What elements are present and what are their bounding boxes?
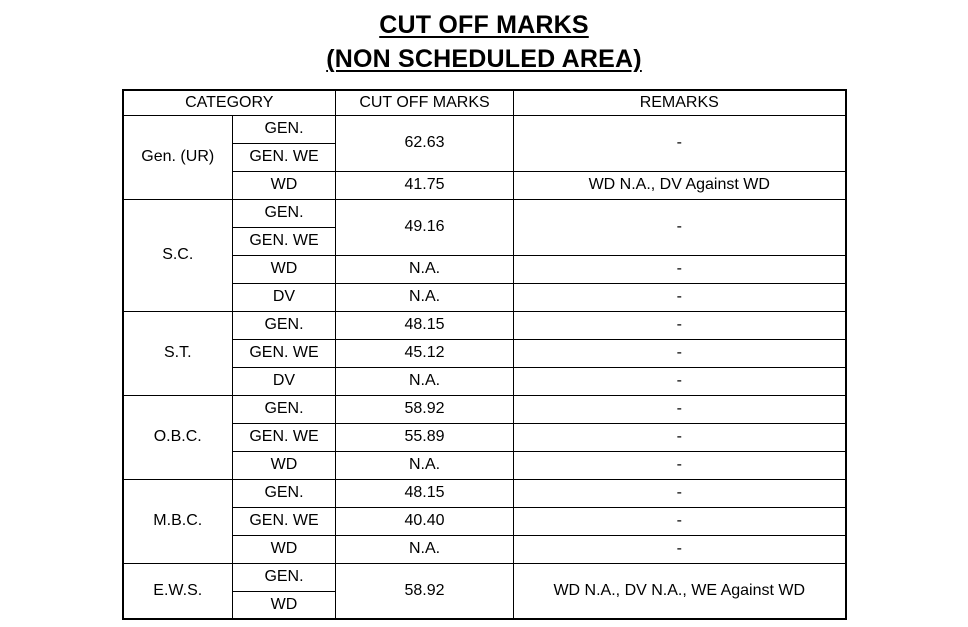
table-row: GEN. WE 40.40 - — [123, 506, 846, 536]
cutoff-cell: 45.12 — [335, 338, 514, 368]
table-row: GEN. WE — [123, 226, 846, 256]
subcategory-cell: GEN. WE — [232, 422, 336, 452]
remarks-cell: - — [513, 506, 846, 536]
remarks-cell: - — [513, 422, 846, 452]
cutoff-cell: 41.75 — [335, 170, 514, 200]
cutoff-cell: 55.89 — [335, 422, 514, 452]
category-cell: O.B.C. — [122, 394, 233, 480]
cutoff-cell: N.A. — [335, 282, 514, 312]
remarks-cell: - — [513, 338, 846, 368]
cutoff-cell: N.A. — [335, 450, 514, 480]
cutoff-cell: 49.16 — [335, 198, 514, 256]
remarks-cell: - — [513, 310, 846, 340]
cutoff-marks-table: CATEGORY CUT OFF MARKS REMARKS Gen. (UR)… — [121, 89, 847, 620]
cutoff-cell: 48.15 — [335, 478, 514, 508]
remarks-cell: WD N.A., DV N.A., WE Against WD — [513, 562, 846, 620]
cutoff-cell: 62.63 — [335, 114, 514, 172]
category-cell: S.T. — [122, 310, 233, 396]
subcategory-cell: GEN. — [232, 562, 336, 592]
cutoff-cell: 48.15 — [335, 310, 514, 340]
table-row: WD — [123, 590, 846, 620]
cutoff-cell: N.A. — [335, 366, 514, 396]
table-row: GEN. WE — [123, 142, 846, 172]
cutoff-cell: 58.92 — [335, 394, 514, 424]
table-row: S.T. GEN. 48.15 - — [122, 310, 846, 396]
remarks-cell: - — [513, 198, 846, 256]
subcategory-cell: GEN. — [232, 394, 336, 424]
remarks-cell: - — [513, 114, 846, 172]
remarks-cell: - — [513, 450, 846, 480]
subcategory-cell: WD — [232, 590, 336, 620]
remarks-cell: - — [513, 394, 846, 424]
table-row: Gen. (UR) GEN. 62.63 - — [122, 114, 846, 200]
category-cell: M.B.C. — [122, 478, 233, 564]
category-cell: S.C. — [122, 198, 233, 312]
cutoff-cell: 40.40 — [335, 506, 514, 536]
table-row: E.W.S. GEN. 58.92 WD N.A., DV N.A., WE A… — [122, 562, 846, 620]
column-header-cutoff: CUT OFF MARKS — [335, 89, 514, 116]
remarks-cell: WD N.A., DV Against WD — [513, 170, 846, 200]
subcategory-cell: GEN. — [232, 310, 336, 340]
subcategory-cell: WD — [232, 534, 336, 564]
subcategory-cell: GEN. — [232, 198, 336, 228]
subcategory-cell: GEN. — [232, 114, 336, 144]
table-row: S.C. GEN. 49.16 - — [122, 198, 846, 312]
cutoff-cell: 58.92 — [335, 562, 514, 620]
subcategory-cell: GEN. WE — [232, 338, 336, 368]
cutoff-cell: N.A. — [335, 254, 514, 284]
category-cell: Gen. (UR) — [122, 114, 233, 200]
subcategory-cell: GEN. WE — [232, 506, 336, 536]
table-row: WD 41.75 WD N.A., DV Against WD — [123, 170, 846, 200]
subcategory-cell: DV — [232, 282, 336, 312]
subcategory-cell: GEN. WE — [232, 142, 336, 172]
table-row: WD N.A. - — [123, 450, 846, 480]
subcategory-cell: WD — [232, 450, 336, 480]
column-header-remarks: REMARKS — [513, 89, 846, 116]
remarks-cell: - — [513, 478, 846, 508]
subcategory-cell: WD — [232, 254, 336, 284]
remarks-cell: - — [513, 534, 846, 564]
category-cell: E.W.S. — [122, 562, 233, 620]
table-row: WD N.A. - — [123, 254, 846, 284]
cutoff-cell: N.A. — [335, 534, 514, 564]
header-row: CATEGORY CUT OFF MARKS REMARKS — [122, 89, 846, 116]
remarks-cell: - — [513, 282, 846, 312]
table-row: M.B.C. GEN. 48.15 - — [122, 478, 846, 564]
table-row: DV N.A. - — [123, 366, 846, 396]
subcategory-cell: GEN. WE — [232, 226, 336, 256]
remarks-cell: - — [513, 366, 846, 396]
remarks-cell: - — [513, 254, 846, 284]
table-row: WD N.A. - — [123, 534, 846, 564]
page-title: CUT OFF MARKS (NON SCHEDULED AREA) — [0, 0, 968, 76]
page-title-line2: (NON SCHEDULED AREA) — [326, 45, 642, 73]
page-title-line1: CUT OFF MARKS — [379, 11, 589, 39]
column-header-category: CATEGORY — [122, 89, 336, 116]
subcategory-cell: DV — [232, 366, 336, 396]
table-row: O.B.C. GEN. 58.92 - — [122, 394, 846, 480]
subcategory-cell: WD — [232, 170, 336, 200]
subcategory-cell: GEN. — [232, 478, 336, 508]
table-row: DV N.A. - — [123, 282, 846, 312]
